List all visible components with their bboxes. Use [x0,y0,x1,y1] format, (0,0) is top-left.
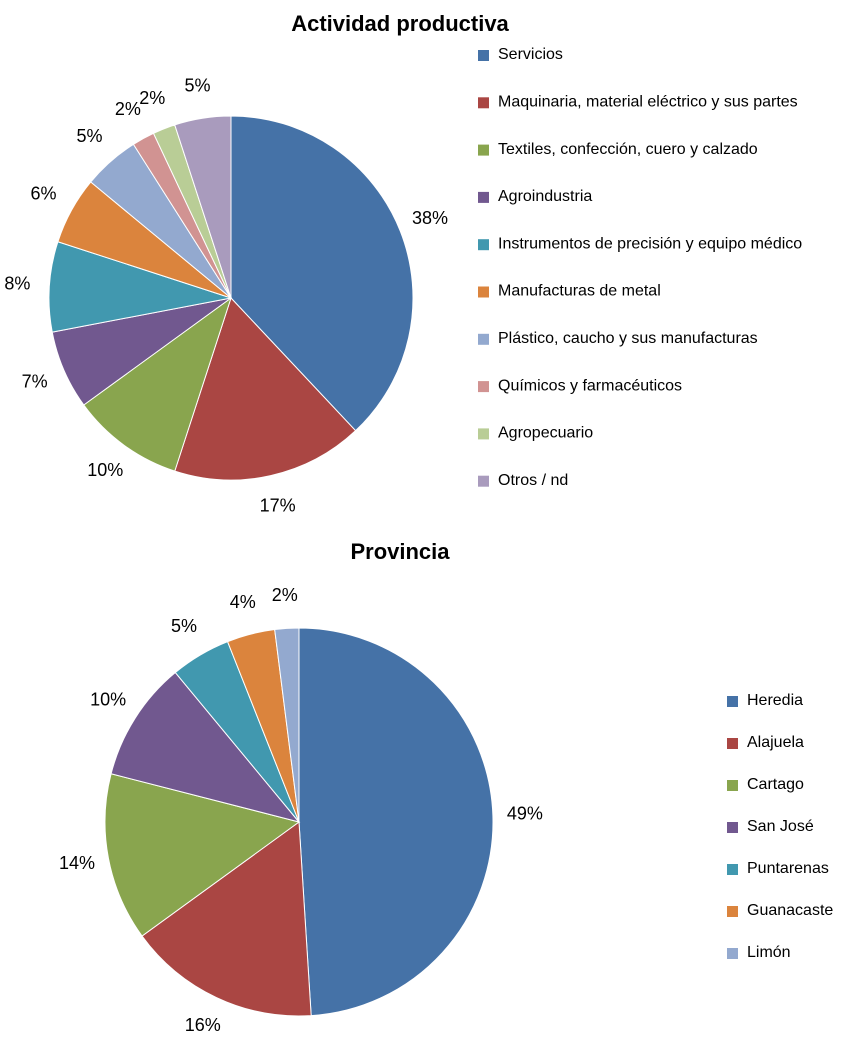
legend-label: Agropecuario [498,425,593,442]
legend-swatch [478,428,489,440]
pie-slice [83,296,232,472]
legend-swatch [727,822,738,833]
data-label: 17% [260,496,296,516]
legend-swatch [478,286,489,298]
data-label: 10% [90,690,126,710]
legend-label: Otros / nd [498,472,568,489]
data-label: 49% [507,804,543,824]
legend-label: Maquinaria, material eléctrico y sus par… [498,94,798,111]
chart-title: Provincia [350,539,450,564]
pie-slice [298,627,494,1017]
data-label: 38% [412,208,448,228]
chart-title: Actividad productiva [291,11,509,36]
legend-swatch [478,381,489,393]
legend-swatch [727,780,738,791]
legend-swatch [478,475,489,487]
pie-slice [230,115,414,432]
legend-swatch [478,191,489,203]
pie-slice [274,627,300,823]
pie-slice [48,241,232,333]
data-label: 8% [4,273,30,293]
data-label: 4% [230,592,256,612]
legend-label: Manufacturas de metal [498,283,661,300]
legend-label: Puntarenas [747,860,829,877]
legend-label: Plástico, caucho y sus manufacturas [498,330,758,347]
legend-swatch [727,948,738,959]
legend-label: Agroindustria [498,188,592,205]
legend-swatch [727,696,738,707]
data-label: 5% [171,616,197,636]
data-label: 2% [139,88,165,108]
legend-swatch [478,50,489,61]
legend-swatch [478,239,489,251]
legend-swatch [478,333,489,345]
legend-swatch [727,738,738,749]
legend-label: Textiles, confección, cuero y calzado [498,141,758,158]
legend-label: Servicios [498,46,563,63]
data-label: 14% [59,853,95,873]
data-label: 5% [185,75,211,95]
data-label: 5% [76,126,102,146]
data-label: 2% [272,585,298,605]
legend-label: Instrumentos de precisión y equipo médic… [498,235,802,252]
legend-label: Heredia [747,692,803,709]
pie-slice [174,297,357,481]
data-label: 10% [87,460,123,480]
pie-slice [141,821,312,1017]
legend-label: Alajuela [747,734,804,751]
legend-label: Cartago [747,776,804,793]
legend-label: Limón [747,944,791,961]
pie-slice [110,671,301,823]
data-label: 6% [30,184,56,204]
legend-label: San José [747,818,814,835]
legend-swatch [727,906,738,917]
legend-label: Químicos y farmacéuticos [498,377,682,394]
data-label: 16% [185,1015,221,1035]
legend-swatch [478,144,489,156]
legend-swatch [478,97,489,109]
legend-swatch [727,864,738,875]
pie-slice [174,115,232,299]
data-label: 2% [115,99,141,119]
pie-slice [104,773,301,937]
legend-label: Guanacaste [747,902,833,919]
data-label: 7% [22,372,48,392]
